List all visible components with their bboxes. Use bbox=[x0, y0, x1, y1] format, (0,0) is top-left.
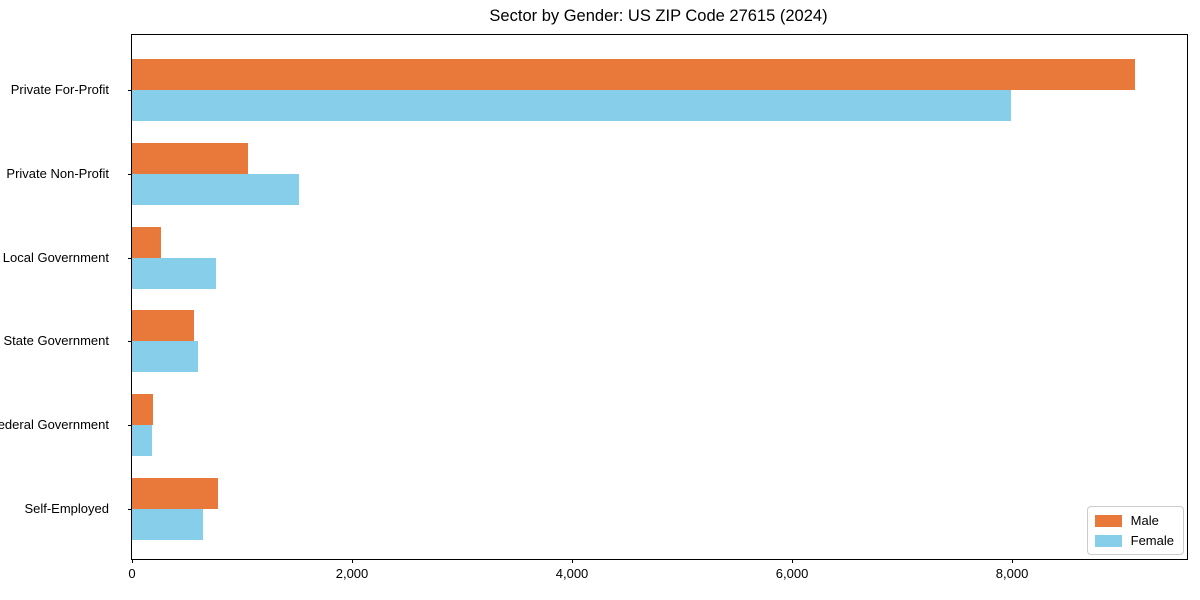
y-tick-mark bbox=[128, 257, 132, 259]
x-tick-label: 4,000 bbox=[555, 566, 589, 581]
bar-male-1 bbox=[132, 59, 1136, 90]
legend: Male Female bbox=[1086, 506, 1184, 555]
bar-female-5 bbox=[132, 425, 152, 457]
legend-label-female: Female bbox=[1130, 533, 1174, 548]
x-tick-mark bbox=[792, 559, 794, 563]
x-tick-mark bbox=[132, 559, 133, 563]
bar-male-5 bbox=[132, 394, 153, 426]
legend-item-female: Female bbox=[1094, 533, 1174, 548]
y-tick-label: State Government bbox=[3, 333, 110, 349]
female-swatch-icon bbox=[1094, 534, 1122, 547]
y-tick-mark bbox=[128, 425, 132, 427]
bar-male-3 bbox=[132, 226, 162, 258]
bar-female-6 bbox=[132, 509, 203, 540]
x-tick-label: 2,000 bbox=[335, 566, 369, 581]
bar-female-2 bbox=[132, 173, 300, 205]
bar-male-2 bbox=[132, 142, 248, 174]
y-tick-mark bbox=[128, 90, 132, 91]
y-tick-label: Private For-Profit bbox=[10, 82, 109, 97]
bar-female-4 bbox=[132, 341, 198, 373]
chart-title: Sector by Gender: US ZIP Code 27615 (202… bbox=[489, 7, 828, 25]
x-tick-label: 0 bbox=[128, 566, 136, 581]
x-tick-mark bbox=[1012, 559, 1014, 563]
x-tick-mark bbox=[352, 559, 354, 563]
y-tick-mark bbox=[128, 509, 132, 510]
x-tick-label: 6,000 bbox=[775, 566, 809, 581]
x-tick-label: 8,000 bbox=[995, 566, 1029, 581]
legend-item-male: Male bbox=[1094, 513, 1174, 528]
bar-male-6 bbox=[132, 478, 218, 509]
y-tick-label: Private Non-Profit bbox=[6, 165, 109, 181]
y-tick-mark bbox=[128, 341, 132, 343]
bar-female-3 bbox=[132, 257, 217, 289]
y-tick-label: Federal Government bbox=[0, 417, 109, 433]
legend-label-male: Male bbox=[1130, 513, 1159, 528]
y-tick-label: Self-Employed bbox=[24, 501, 109, 516]
bar-male-4 bbox=[132, 310, 194, 342]
plot-area: Private For-Profit Private Non-Profit Loca… bbox=[0, 34, 1188, 581]
y-tick-mark bbox=[128, 173, 132, 175]
bar-female-1 bbox=[132, 90, 1011, 121]
male-swatch-icon bbox=[1094, 514, 1122, 527]
x-tick-mark bbox=[572, 559, 574, 563]
y-tick-label: Local Government bbox=[2, 249, 109, 265]
